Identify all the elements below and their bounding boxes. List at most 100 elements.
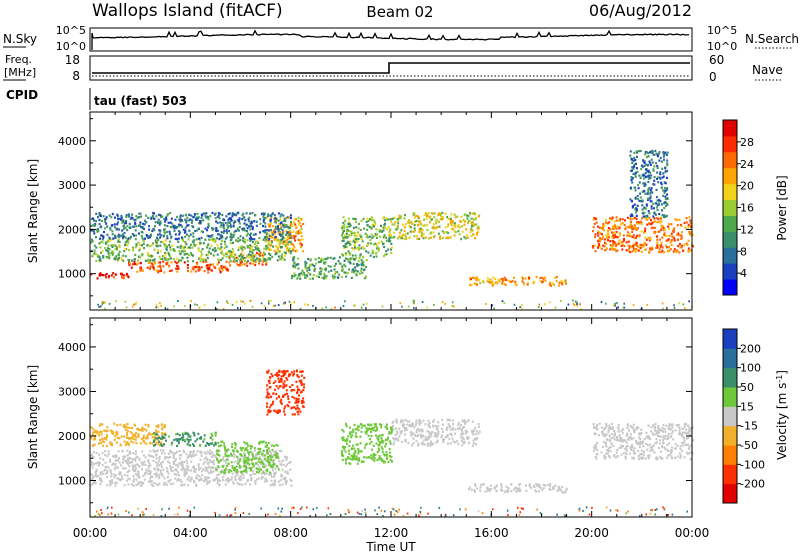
echo-cell — [90, 437, 93, 440]
echo-cell — [238, 229, 240, 232]
echo-cell — [237, 460, 240, 463]
echo-cell — [108, 214, 111, 217]
echo-cell — [251, 221, 254, 224]
echo-cell — [232, 224, 235, 227]
echo-cell — [91, 444, 94, 447]
echo-cell — [196, 303, 198, 306]
echo-cell — [591, 245, 594, 248]
echo-cell — [360, 258, 363, 262]
echo-cell — [143, 460, 146, 463]
echo-cell — [164, 220, 167, 223]
echo-cell — [346, 225, 348, 228]
echo-cell — [521, 280, 524, 283]
echo-cell — [138, 476, 141, 479]
echo-cell — [300, 246, 302, 249]
echo-cell — [378, 449, 380, 452]
echo-cell — [290, 389, 293, 392]
echo-cell — [290, 484, 293, 487]
echo-cell — [99, 260, 102, 263]
echo-cell — [248, 216, 251, 219]
echo-cell — [551, 282, 554, 285]
echo-cell — [213, 444, 215, 447]
echo-cell — [100, 480, 103, 483]
echo-cell — [280, 233, 283, 236]
echo-cell — [665, 239, 668, 242]
echo-cell — [295, 397, 298, 400]
echo-cell — [278, 370, 281, 373]
echo-cell — [223, 444, 226, 448]
echo-cell — [145, 214, 148, 217]
echo-cell — [377, 447, 380, 450]
echo-cell — [428, 431, 430, 434]
echo-cell — [155, 433, 158, 436]
echo-cell — [402, 223, 405, 226]
echo-cell — [241, 483, 244, 486]
echo-cell — [447, 218, 450, 221]
echo-cell — [223, 219, 226, 222]
echo-cell — [630, 220, 632, 224]
echo-cell — [633, 225, 636, 228]
echo-cell — [150, 433, 153, 436]
echo-cell — [177, 478, 180, 481]
echo-cell — [177, 267, 180, 270]
echo-cell — [200, 452, 203, 455]
echo-cell — [356, 264, 359, 267]
echo-cell — [641, 199, 644, 202]
echo-cell — [297, 219, 300, 223]
echo-cell — [675, 218, 678, 221]
echo-cell — [211, 442, 214, 445]
echo-cell — [221, 249, 224, 252]
echo-cell — [90, 224, 93, 227]
echo-cell — [239, 446, 242, 449]
echo-cell — [345, 230, 348, 233]
echo-cell — [297, 413, 300, 416]
echo-cell — [111, 431, 114, 434]
echo-cell — [366, 244, 369, 247]
echo-cell — [266, 455, 269, 459]
echo-cell — [123, 250, 126, 253]
echo-cell — [233, 456, 236, 459]
echo-cell — [297, 238, 300, 241]
echo-cell — [642, 159, 645, 162]
echo-cell — [271, 466, 274, 469]
echo-cell — [377, 249, 380, 252]
echo-cell — [232, 482, 235, 485]
echo-cell — [337, 276, 340, 279]
echo-cell — [277, 225, 279, 228]
echo-cell — [114, 454, 117, 457]
echo-cell — [207, 226, 209, 229]
echo-cell — [176, 238, 179, 241]
echo-cell — [266, 469, 269, 473]
echo-cell — [453, 222, 456, 225]
colorbar-segment — [723, 135, 737, 153]
echo-cell — [597, 246, 599, 249]
echo-cell — [286, 470, 289, 473]
echo-cell — [553, 283, 555, 286]
echo-cell — [277, 377, 280, 380]
echo-cell — [666, 188, 669, 191]
echo-cell — [357, 260, 360, 263]
echo-cell — [105, 222, 108, 225]
echo-cell — [391, 460, 393, 463]
echo-cell — [639, 149, 642, 153]
echo-cell — [207, 476, 210, 479]
echo-cell — [145, 234, 148, 237]
echo-cell — [615, 243, 618, 246]
echo-cell — [163, 231, 166, 234]
echo-cell — [169, 255, 172, 258]
echo-cell — [98, 242, 101, 245]
echo-cell — [244, 454, 246, 457]
echo-cell — [168, 253, 170, 256]
echo-cell — [183, 440, 186, 443]
echo-cell — [250, 232, 252, 235]
echo-cell — [188, 235, 190, 238]
echo-cell — [214, 434, 217, 437]
echo-cell — [613, 227, 616, 230]
echo-cell — [342, 436, 345, 439]
echo-cell — [385, 239, 388, 242]
echo-cell — [382, 243, 384, 246]
echo-cell — [374, 242, 377, 245]
echo-cell — [472, 233, 474, 236]
echo-cell — [168, 244, 171, 247]
echo-cell — [689, 222, 692, 225]
